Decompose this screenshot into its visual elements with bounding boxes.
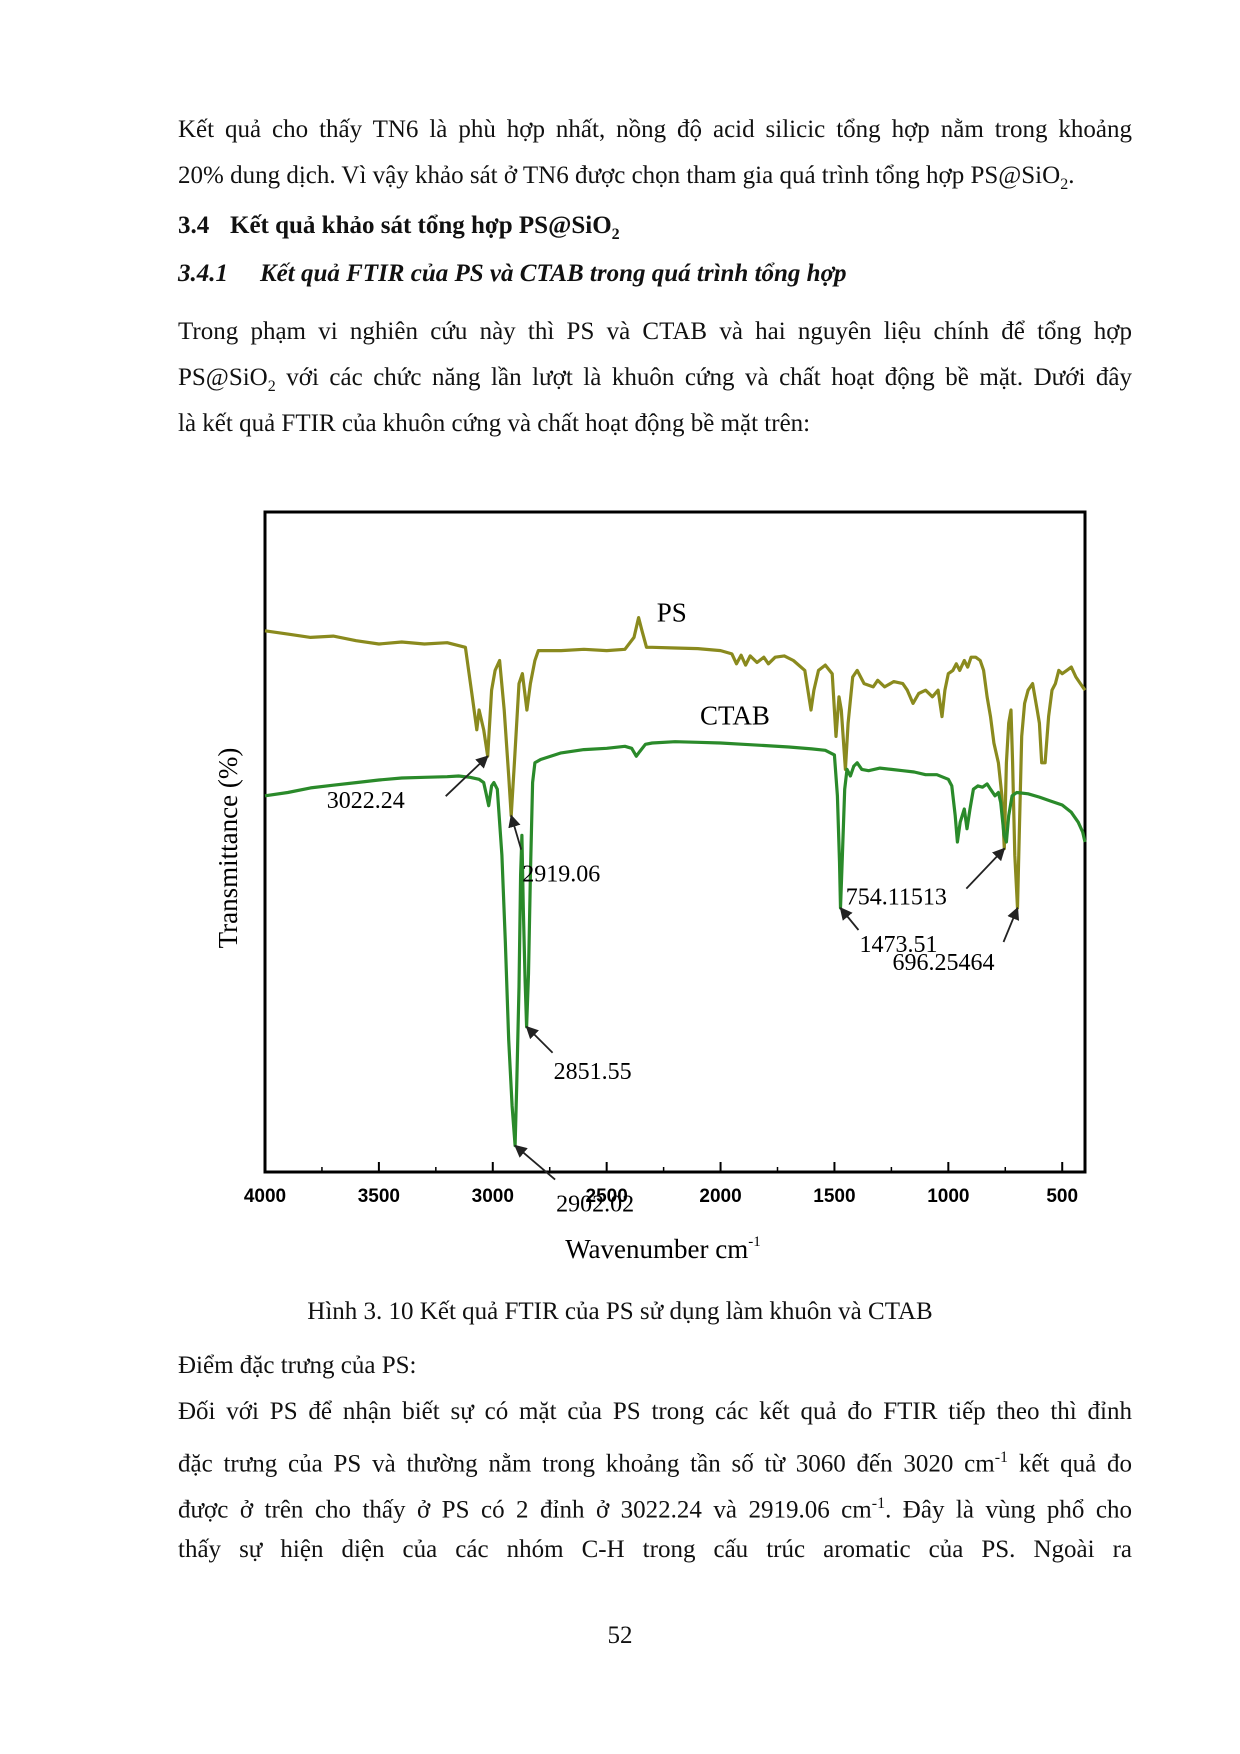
subscript-2: 2 — [267, 378, 276, 395]
series-layer — [264, 616, 1087, 1148]
annotation-arrow — [1002, 906, 1020, 943]
section-heading-text: Kết quả khảo sát tổng hợp PS@SiO — [230, 212, 612, 239]
page-number: 52 — [607, 1622, 633, 1649]
paragraph-ps-text-2: Đối với PS để nhận biết sự có mặt của PS… — [178, 1398, 1132, 1425]
subscript-2: 2 — [1060, 176, 1069, 193]
annotation-arrow — [508, 814, 523, 850]
paragraph-method-line2: PS@SiO2 với các chức năng lần lượt là kh… — [178, 355, 1132, 410]
paragraph-ps-text-5: thấy sự hiện diện của các nhóm C-H trong… — [178, 1536, 1132, 1563]
paragraph-ps-line3: đặc trưng của PS và thường nằm trong kho… — [178, 1435, 1132, 1487]
x-tick-label: 2000 — [699, 1186, 741, 1207]
annotation-arrow — [514, 1144, 556, 1181]
section-heading: 3.4 Kết quả khảo sát tổng hợp PS@SiO2 — [178, 212, 620, 244]
paragraph-intro-line1: Kết quả cho thấy TN6 là phù hợp nhất, nồ… — [178, 107, 1132, 153]
paragraph-method-line1: Trong phạm vi nghiên cứu này thì PS và C… — [178, 309, 1132, 355]
paragraph-ps-line5: thấy sự hiện diện của các nhóm C-H trong… — [178, 1527, 1132, 1573]
paragraph-method-text-1: Trong phạm vi nghiên cứu này thì PS và C… — [178, 318, 1132, 345]
paragraph-ps-text-4b: . Đây là vùng phổ cho — [885, 1496, 1132, 1524]
x-tick-label: 1000 — [927, 1186, 969, 1207]
x-tick-label: 3500 — [358, 1186, 400, 1207]
annotation-arrow — [839, 907, 860, 931]
annotation-layer: PS CTAB 3022.24 2919.06 754.11513 696.25464 28… — [327, 598, 1020, 1218]
annotation-arrow — [445, 755, 489, 797]
series-line-ps — [264, 616, 1087, 910]
x-axis-ticks: 4000 3500 3000 2500 2000 1500 1000 500 — [244, 1162, 1078, 1207]
x-tick-label: 1500 — [813, 1186, 855, 1207]
paragraph-ps-line1: Điểm đặc trưng của PS: — [178, 1343, 1132, 1389]
figure-caption: Hình 3. 10 Kết quả FTIR của PS sử dụng l… — [307, 1298, 933, 1325]
paragraph-method-text-2b: với các chức năng lần lượt là khuôn cứng… — [275, 364, 1132, 391]
x-axis-label-sup: -1 — [748, 1234, 761, 1250]
section-heading-subscript: 2 — [611, 226, 620, 243]
superscript-neg1: -1 — [994, 1449, 1009, 1466]
annotation-label: 754.11513 — [846, 885, 947, 911]
annotation-label: 696.25464 — [893, 950, 995, 976]
y-axis-label: Transmittance (%) — [213, 748, 243, 949]
paragraph-intro-text-2b: . — [1068, 162, 1075, 189]
paragraph-method-text-2a: PS@SiO — [178, 364, 268, 391]
series-label-ps: PS — [657, 598, 687, 628]
paragraph-ps-text-4a: được ở trên cho thấy ở PS có 2 đỉnh ở 30… — [178, 1496, 872, 1524]
paragraph-ps-text-3b: kết quả đo — [1008, 1450, 1133, 1478]
paragraph-ps-text-1: Điểm đặc trưng của PS: — [178, 1352, 417, 1379]
subsection-heading-text: Kết quả FTIR của PS và CTAB trong quá tr… — [260, 260, 847, 287]
paragraph-intro-text: Kết quả cho thấy TN6 là phù hợp nhất, nồ… — [178, 116, 1132, 143]
x-tick-label: 500 — [1046, 1186, 1078, 1207]
x-tick-label: 2500 — [586, 1186, 628, 1207]
annotation-label: 2851.55 — [554, 1059, 632, 1085]
annotation-label: 2919.06 — [522, 862, 600, 888]
section-heading-number: 3.4 — [178, 212, 210, 239]
x-tick-label: 3000 — [472, 1186, 514, 1207]
x-axis-label-text: Wavenumber cm — [565, 1234, 748, 1264]
paragraph-ps-line2: Đối với PS để nhận biết sự có mặt của PS… — [178, 1389, 1132, 1435]
annotation-label: 2902.02 — [556, 1192, 634, 1218]
paragraph-ps-line4: được ở trên cho thấy ở PS có 2 đỉnh ở 30… — [178, 1481, 1132, 1533]
annotation-label: 3022.24 — [327, 788, 405, 814]
x-tick-label: 4000 — [244, 1186, 286, 1207]
subsection-heading: 3.4.1 Kết quả FTIR của PS và CTAB trong q… — [178, 260, 847, 288]
paragraph-ps-text-3a: đặc trưng của PS và thường nằm trong kho… — [178, 1450, 995, 1478]
annotation-arrow — [965, 847, 1006, 890]
paragraph-method-line3: là kết quả FTIR của khuôn cứng và chất h… — [178, 401, 1132, 447]
annotation-label: 1473.51 — [859, 932, 937, 958]
x-axis-label: Wavenumber cm-1 — [565, 1234, 761, 1264]
superscript-neg1: -1 — [871, 1495, 886, 1512]
paragraph-intro-text-2a: 20% dung dịch. Vì vậy khảo sát ở TN6 đượ… — [178, 162, 1061, 189]
paragraph-intro-line2: 20% dung dịch. Vì vậy khảo sát ở TN6 đượ… — [178, 153, 1132, 208]
series-line-ctab — [264, 740, 1087, 1148]
series-label-ctab: CTAB — [700, 700, 770, 730]
annotation-arrow — [525, 1025, 554, 1054]
subsection-heading-number: 3.4.1 — [178, 260, 228, 287]
paragraph-method-text-3: là kết quả FTIR của khuôn cứng và chất h… — [178, 410, 811, 437]
ftir-chart: 4000 3500 3000 2500 2000 1500 1000 500 PS CTAB 30… — [213, 510, 1087, 1264]
